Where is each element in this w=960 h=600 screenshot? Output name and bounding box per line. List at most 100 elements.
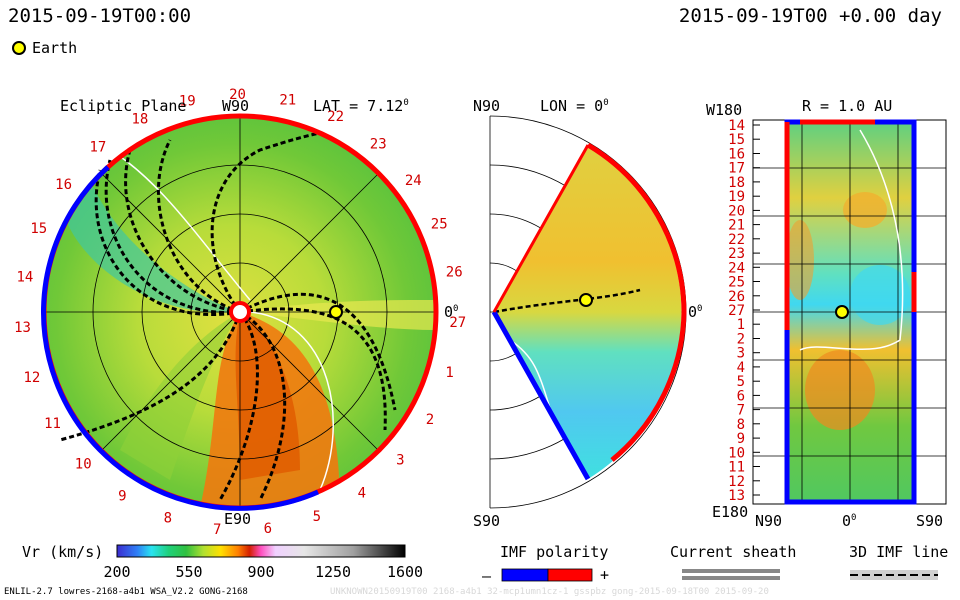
colorbar xyxy=(116,544,406,558)
ecliptic-carrington-label: 23 xyxy=(370,136,387,152)
radial-carrington-label: 26 xyxy=(728,289,745,305)
ecliptic-carrington-label: 11 xyxy=(44,416,61,432)
radial-carrington-label: 27 xyxy=(728,303,745,319)
imf-line-label: 3D IMF line xyxy=(849,543,949,561)
radial-carrington-label: 22 xyxy=(728,232,745,248)
imf-polarity-positive xyxy=(547,568,593,582)
lat-value: LAT = 7.12 xyxy=(313,97,404,115)
radial-carrington-label: 2 xyxy=(737,332,745,348)
radial-carrington-labels: 1415161718192021222324252627123456789101… xyxy=(728,118,760,504)
ecliptic-carrington-label: 26 xyxy=(446,265,463,281)
ecliptic-title: Ecliptic Plane xyxy=(60,97,187,115)
radial-x-mid-value: 0 xyxy=(842,512,852,530)
ecliptic-top-label: W90 xyxy=(222,97,250,115)
radial-bottom-left: E180 xyxy=(712,503,749,521)
radial-carrington-label: 5 xyxy=(737,374,745,390)
ecliptic-carrington-label: 6 xyxy=(264,521,272,537)
ecliptic-lat-label: LAT = 7.120 xyxy=(313,97,409,115)
ecliptic-carrington-label: 3 xyxy=(396,453,404,469)
ecliptic-carrington-label: 18 xyxy=(131,111,148,127)
radial-x-right: S90 xyxy=(916,512,944,530)
ecliptic-carrington-label: 22 xyxy=(327,109,344,125)
ecliptic-carrington-label: 24 xyxy=(405,173,422,189)
ecliptic-carrington-label: 17 xyxy=(89,140,106,156)
current-sheath-label: Current sheath xyxy=(670,543,797,561)
radial-top-left: W180 xyxy=(706,101,743,119)
radial-carrington-label: 18 xyxy=(728,175,745,191)
ecliptic-carrington-label: 25 xyxy=(431,216,448,232)
colorbar-tick-label: 550 xyxy=(175,563,202,581)
radial-x-mid-unit: 0 xyxy=(851,513,857,523)
left-timestamp: 2015-09-19T00:00 xyxy=(8,5,192,27)
radial-panel: 1415161718192021222324252627123456789101… xyxy=(728,118,947,505)
earth-legend: Earth xyxy=(12,39,77,57)
lon-unit: 0 xyxy=(603,98,609,108)
lat-unit: 0 xyxy=(403,98,409,108)
colorbar-tick-label: 900 xyxy=(247,563,274,581)
ecliptic-carrington-labels: 19 20 212223242526271234567891011121314151… xyxy=(14,87,466,538)
ecliptic-bottom-label: E90 xyxy=(224,510,252,528)
ecliptic-boundary-negative xyxy=(41,165,191,505)
ecliptic-carrington-label: 12 xyxy=(23,370,40,386)
ecliptic-right-value: 0 xyxy=(444,303,454,321)
radial-carrington-label: 1 xyxy=(737,317,745,333)
radial-carrington-label: 17 xyxy=(728,161,745,177)
radial-carrington-label: 21 xyxy=(728,218,745,234)
earth-marker-icon xyxy=(12,41,26,55)
ecliptic-right-label: 00 xyxy=(444,303,458,321)
ecliptic-carrington-label: 16 xyxy=(55,177,72,193)
radial-carrington-label: 7 xyxy=(737,403,745,419)
ecliptic-carrington-label: 21 xyxy=(279,92,296,108)
ecliptic-carrington-label: 19 xyxy=(179,94,196,110)
radial-carrington-label: 25 xyxy=(728,275,745,291)
ecliptic-carrington-label: 14 xyxy=(16,270,33,286)
radial-carrington-label: 13 xyxy=(728,488,745,504)
imf-polarity-plus: + xyxy=(600,566,610,584)
radial-x-mid: 00 xyxy=(842,512,856,530)
meridional-panel xyxy=(489,115,687,509)
ecliptic-carrington-label: 1 xyxy=(445,365,453,381)
meridional-right-unit: 0 xyxy=(697,304,703,314)
ecliptic-carrington-label: 5 xyxy=(313,509,321,525)
ecliptic-carrington-label: 8 xyxy=(164,511,172,527)
colorbar-ticks: 200 550 900 1250 1600 xyxy=(103,563,423,581)
imf-polarity-minus: – xyxy=(482,567,492,585)
radial-carrington-label: 15 xyxy=(728,132,745,148)
radial-x-left: N90 xyxy=(755,512,783,530)
colorbar-tick-label: 200 xyxy=(103,563,130,581)
ecliptic-carrington-label: 2 xyxy=(426,412,434,428)
ecliptic-boundary-negative-2 xyxy=(189,489,319,511)
ecliptic-carrington-label: 15 xyxy=(30,221,47,237)
imf-polarity-negative xyxy=(501,568,549,582)
radial-carrington-label: 23 xyxy=(728,246,745,262)
meridional-boundary-top xyxy=(492,144,590,313)
meridional-lon-label: LON = 00 xyxy=(540,97,609,115)
meridional-right-label: 00 xyxy=(688,303,702,321)
meridional-top-left: N90 xyxy=(473,97,501,115)
ecliptic-carrington-label: 13 xyxy=(14,320,31,336)
meridional-wedge xyxy=(494,145,682,479)
radial-carrington-label: 14 xyxy=(728,118,745,134)
radial-carrington-label: 4 xyxy=(737,360,745,376)
radial-carrington-label: 20 xyxy=(728,203,745,219)
ecliptic-imf-lines xyxy=(59,131,397,501)
ecliptic-carrington-label: 7 xyxy=(213,522,221,538)
radial-carrington-label: 11 xyxy=(728,460,745,476)
radial-carrington-label: 10 xyxy=(728,445,745,461)
lon-value: LON = 0 xyxy=(540,97,604,115)
radial-carrington-label: 24 xyxy=(728,260,745,276)
radial-carrington-label: 3 xyxy=(737,346,745,362)
ecliptic-carrington-label: 10 xyxy=(75,456,92,472)
footer-left: ENLIL-2.7 lowres-2168-a4b1 WSA_V2.2 GONG… xyxy=(4,587,248,597)
ecliptic-carrington-label: 9 xyxy=(118,489,126,505)
meridional-boundary-positive-2 xyxy=(610,311,687,462)
radial-carrington-label: 9 xyxy=(737,431,745,447)
meridional-right-value: 0 xyxy=(688,303,698,321)
ecliptic-carrington-label: 27 xyxy=(449,315,466,331)
radial-sheath-line xyxy=(799,129,904,351)
earth-marker-ecliptic xyxy=(329,305,343,319)
footer-right: UNKNOWN20150919T00 2168-a4b1 32-mcp1umn1… xyxy=(330,587,769,597)
earth-marker-radial xyxy=(835,305,849,319)
meridional-bottom-left: S90 xyxy=(473,512,501,530)
ecliptic-panel: 19 20 212223242526271234567891011121314151… xyxy=(14,87,466,538)
